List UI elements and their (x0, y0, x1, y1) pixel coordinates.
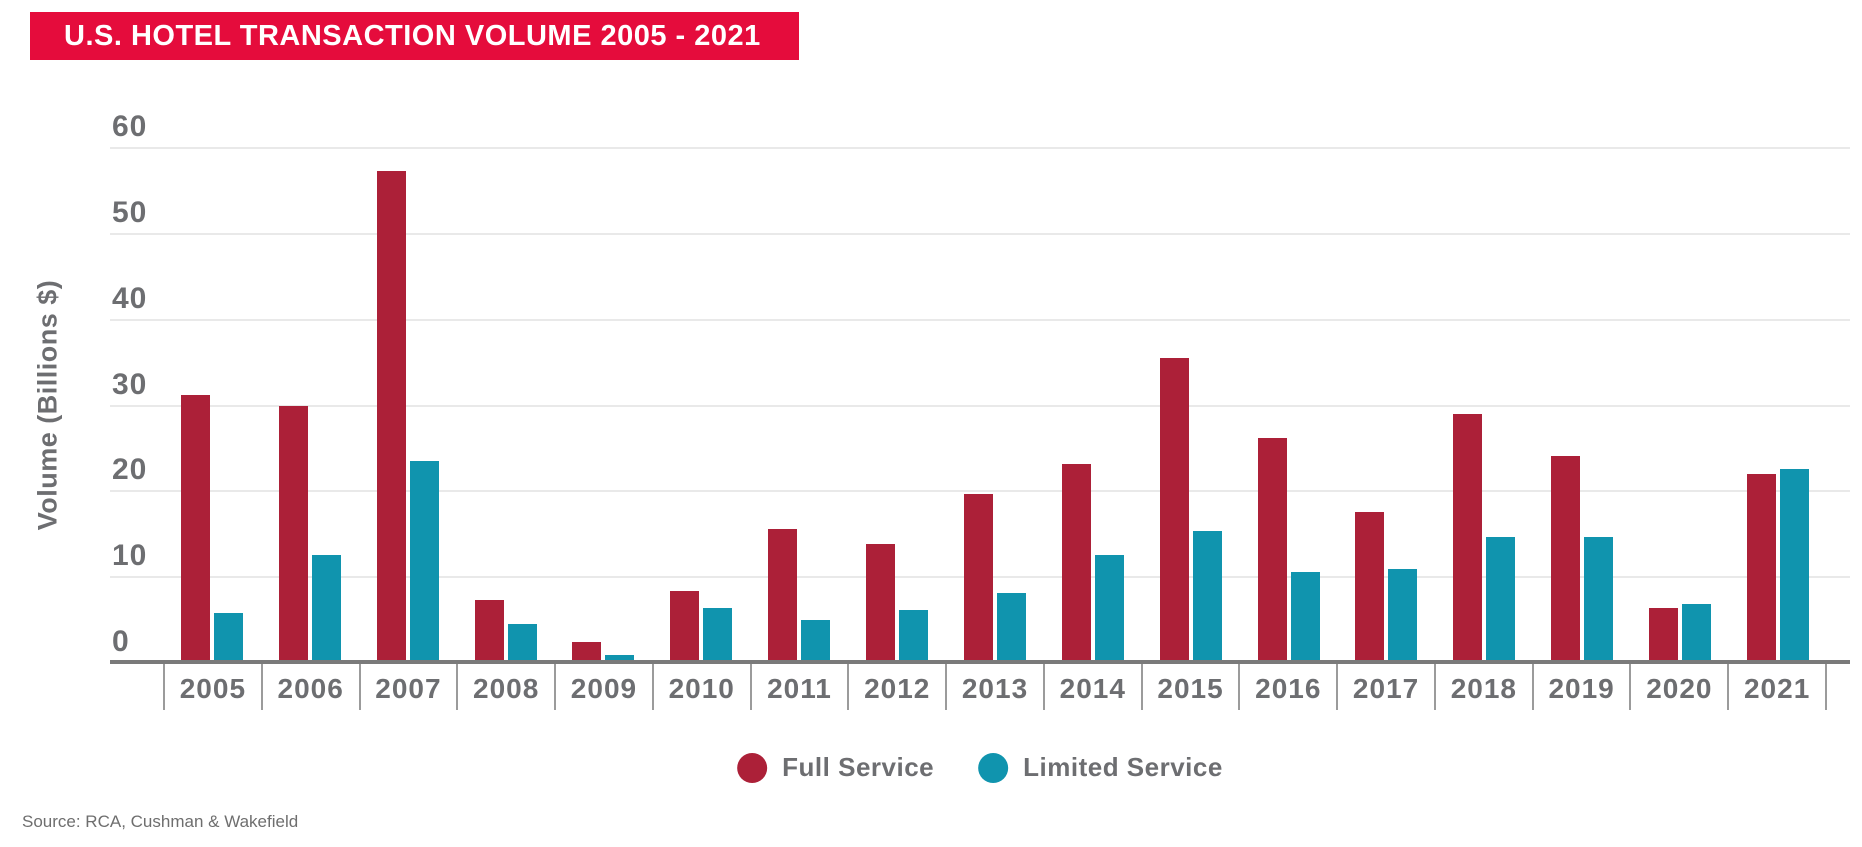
bar-group-2016 (1240, 148, 1338, 663)
bar-group-2013 (946, 148, 1044, 663)
bar-limited-service-2007 (409, 461, 439, 663)
bar-limited-service-2017 (1388, 568, 1418, 663)
x-tick-2008: 2008 (456, 664, 554, 710)
bar-limited-service-2008 (507, 624, 537, 663)
x-tick-2005: 2005 (163, 664, 261, 710)
bar-limited-service-2021 (1779, 469, 1809, 663)
legend-label-limited-service: Limited Service (1023, 752, 1223, 782)
bar-group-2018 (1435, 148, 1533, 663)
bar-limited-service-2020 (1682, 603, 1712, 663)
bar-limited-service-2019 (1584, 536, 1614, 663)
source-note: Source: RCA, Cushman & Wakefield (22, 812, 299, 831)
bar-full-service-2011 (768, 529, 798, 663)
x-tick-2017: 2017 (1336, 664, 1434, 710)
bar-group-2015 (1142, 148, 1240, 663)
bar-group-2014 (1044, 148, 1142, 663)
chart-title: U.S. HOTEL TRANSACTION VOLUME 2005 - 202… (64, 19, 761, 52)
gridline-20 (110, 490, 1850, 493)
bar-full-service-2009 (572, 642, 602, 663)
x-tick-2007: 2007 (358, 664, 457, 710)
legend-label-full-service: Full Service (782, 752, 935, 782)
bar-group-2010 (652, 148, 750, 663)
bar-full-service-2018 (1453, 414, 1483, 663)
full-service-swatch-icon (737, 752, 768, 783)
x-tick-2020: 2020 (1629, 664, 1727, 710)
bar-limited-service-2012 (899, 609, 929, 663)
y-tick-40: 40 (112, 281, 148, 315)
bar-full-service-2019 (1551, 456, 1581, 663)
bar-group-2017 (1338, 148, 1436, 663)
x-axis: 2005 2006 2007 2008 2009 2010 2011 2012 2013 2014… (163, 664, 1828, 710)
bar-group-2007 (359, 148, 457, 663)
bar-full-service-2008 (474, 600, 504, 663)
bar-limited-service-2014 (1094, 554, 1124, 663)
bar-full-service-2017 (1355, 511, 1385, 663)
bar-limited-service-2009 (605, 655, 635, 663)
x-tick-2011: 2011 (749, 664, 848, 710)
x-tick-2019: 2019 (1531, 664, 1630, 710)
bar-full-service-2006 (278, 405, 308, 663)
x-tick-2010: 2010 (651, 664, 750, 710)
bar-group-2021 (1729, 148, 1827, 663)
bar-full-service-2010 (670, 590, 700, 663)
bar-group-2020 (1631, 148, 1729, 663)
x-axis-baseline (110, 660, 1850, 664)
legend-item-full-service: Full Service (737, 752, 934, 783)
bar-limited-service-2011 (801, 620, 831, 663)
bar-group-2008 (457, 148, 555, 663)
bar-limited-service-2006 (311, 554, 341, 663)
x-tick-2013: 2013 (945, 664, 1043, 710)
y-axis-title: Volume (Billions $) (32, 279, 63, 531)
y-tick-50: 50 (112, 195, 148, 229)
bar-full-service-2012 (866, 543, 896, 663)
bar-full-service-2014 (1061, 463, 1091, 663)
bar-group-2012 (848, 148, 946, 663)
bar-limited-service-2005 (213, 613, 243, 663)
bar-group-2009 (555, 148, 653, 663)
bar-limited-service-2016 (1290, 572, 1320, 663)
x-tick-2009: 2009 (554, 664, 652, 710)
bar-group-2006 (261, 148, 359, 663)
bar-group-2005 (163, 148, 261, 663)
bar-limited-service-2015 (1192, 530, 1222, 663)
bar-groups (163, 148, 1827, 663)
bar-full-service-2021 (1746, 474, 1776, 663)
chart-title-banner: U.S. HOTEL TRANSACTION VOLUME 2005 - 202… (30, 12, 799, 60)
gridline-50 (110, 232, 1850, 235)
x-tick-2014: 2014 (1042, 664, 1141, 710)
bar-full-service-2005 (180, 395, 210, 663)
gridline-60 (110, 147, 1850, 149)
y-tick-0: 0 (112, 625, 130, 658)
x-tick-2012: 2012 (847, 664, 945, 710)
y-tick-20: 20 (112, 453, 148, 487)
limited-service-swatch-icon (978, 752, 1009, 783)
bar-limited-service-2010 (703, 608, 733, 663)
y-tick-30: 30 (112, 367, 148, 401)
bar-limited-service-2013 (996, 592, 1026, 663)
gridline-30 (110, 404, 1850, 407)
x-tick-2016: 2016 (1238, 664, 1336, 710)
legend-item-limited-service: Limited Service (978, 752, 1223, 783)
bar-full-service-2016 (1257, 438, 1287, 663)
bar-limited-service-2018 (1486, 536, 1516, 663)
bar-full-service-2013 (963, 493, 993, 663)
bar-group-2011 (750, 148, 848, 663)
bar-group-2019 (1533, 148, 1631, 663)
y-tick-60: 60 (112, 110, 148, 143)
gridline-40 (110, 318, 1850, 321)
bar-full-service-2020 (1649, 608, 1679, 663)
x-tick-2021: 2021 (1727, 664, 1828, 710)
bar-full-service-2015 (1159, 358, 1189, 663)
legend: Full Service Limited Service (737, 752, 1223, 783)
x-tick-2018: 2018 (1433, 664, 1532, 710)
x-tick-2006: 2006 (260, 664, 359, 710)
y-tick-10: 10 (112, 539, 148, 573)
x-tick-2015: 2015 (1140, 664, 1239, 710)
plot-area: 0 10 20 30 40 50 60 (110, 110, 1850, 663)
bar-full-service-2007 (376, 171, 406, 663)
